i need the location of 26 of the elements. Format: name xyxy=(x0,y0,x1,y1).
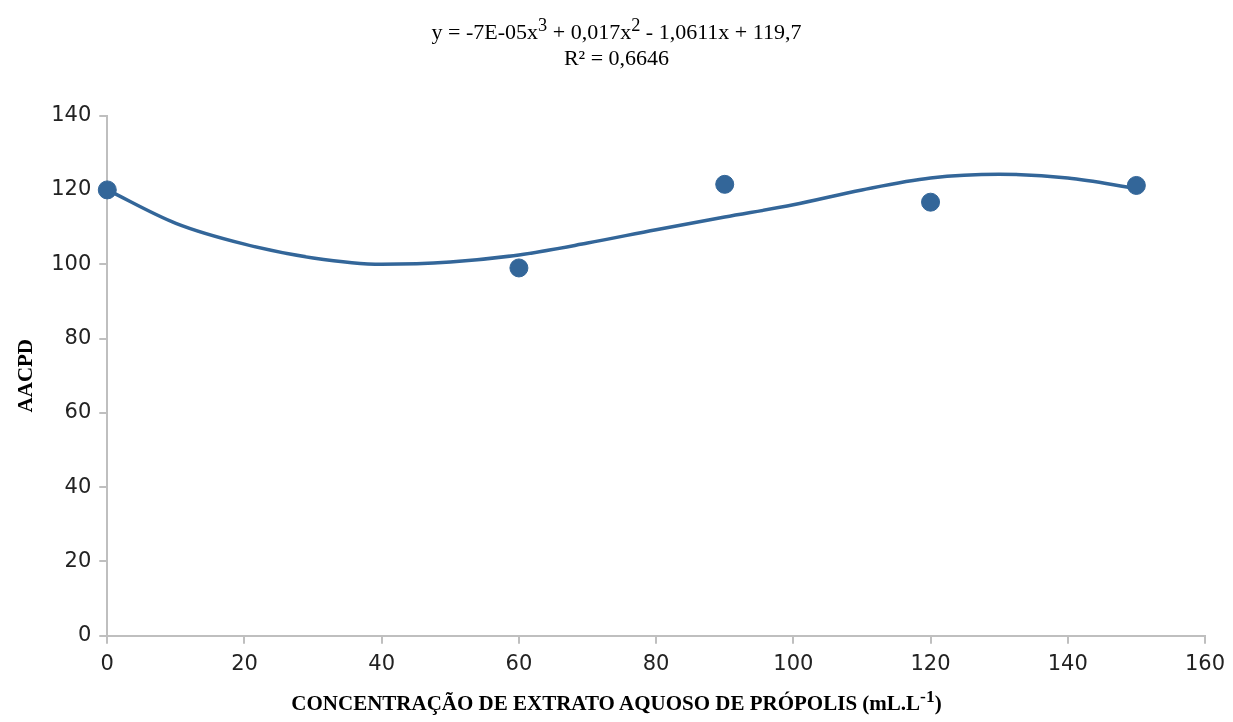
y-tick-label: 20 xyxy=(64,547,92,572)
y-tick-label: 120 xyxy=(51,176,92,201)
x-tick-label: 0 xyxy=(100,650,114,675)
y-tick-label: 100 xyxy=(51,250,92,275)
x-tick-label: 40 xyxy=(368,650,396,675)
x-tick-label: 100 xyxy=(773,650,814,675)
x-tick-label: 160 xyxy=(1184,650,1226,675)
y-tick-label: 80 xyxy=(64,325,92,349)
y-tick-label: 0 xyxy=(77,622,92,647)
x-tick-label: 140 xyxy=(1047,650,1088,675)
x-tick-label: 120 xyxy=(910,650,951,675)
point xyxy=(509,258,529,278)
text: y = -7E-05x$^{3}$ + 0,017x$^{2}$ - 1,0611x + 119,7 xyxy=(430,14,803,46)
y-tick-label: 60 xyxy=(64,399,92,424)
y-tick-label: 40 xyxy=(64,473,92,498)
x-tick-label: 20 xyxy=(231,650,258,675)
point xyxy=(921,192,941,212)
point xyxy=(1126,175,1146,195)
x-tick-label: 60 xyxy=(505,650,533,675)
x-tick-label: 80 xyxy=(642,650,670,675)
y-tick-label: 140 xyxy=(51,102,92,127)
y-axis-title: AACPD xyxy=(13,338,38,413)
point xyxy=(97,180,117,200)
text: R² = 0,6646 xyxy=(562,45,671,72)
point xyxy=(715,174,735,194)
x-axis-title: CONCENTRAÇÃO DE EXTRATO AQUOSO DE PRÓPOLIS (mL.L$^{-1}$) xyxy=(290,686,943,716)
